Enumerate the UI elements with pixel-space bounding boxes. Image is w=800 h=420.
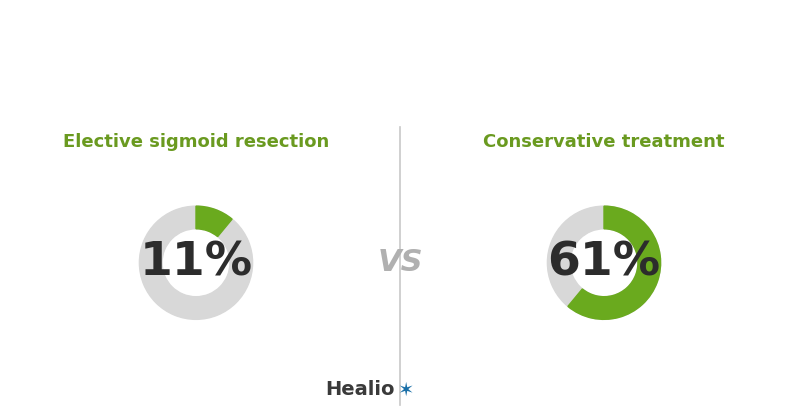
Text: VS: VS (377, 248, 423, 277)
Wedge shape (139, 206, 253, 319)
Wedge shape (568, 206, 661, 319)
Text: Incidence of recurrent diverticulitis at
2 years among patients who underwent:: Incidence of recurrent diverticulitis at… (146, 34, 654, 84)
Text: Healio: Healio (325, 380, 394, 399)
Text: Elective sigmoid resection: Elective sigmoid resection (63, 133, 329, 151)
Text: ✶: ✶ (398, 380, 414, 399)
Wedge shape (547, 206, 661, 319)
Text: 61%: 61% (547, 240, 661, 285)
Text: 11%: 11% (139, 240, 253, 285)
Wedge shape (196, 206, 232, 236)
Text: Conservative treatment: Conservative treatment (483, 133, 725, 151)
